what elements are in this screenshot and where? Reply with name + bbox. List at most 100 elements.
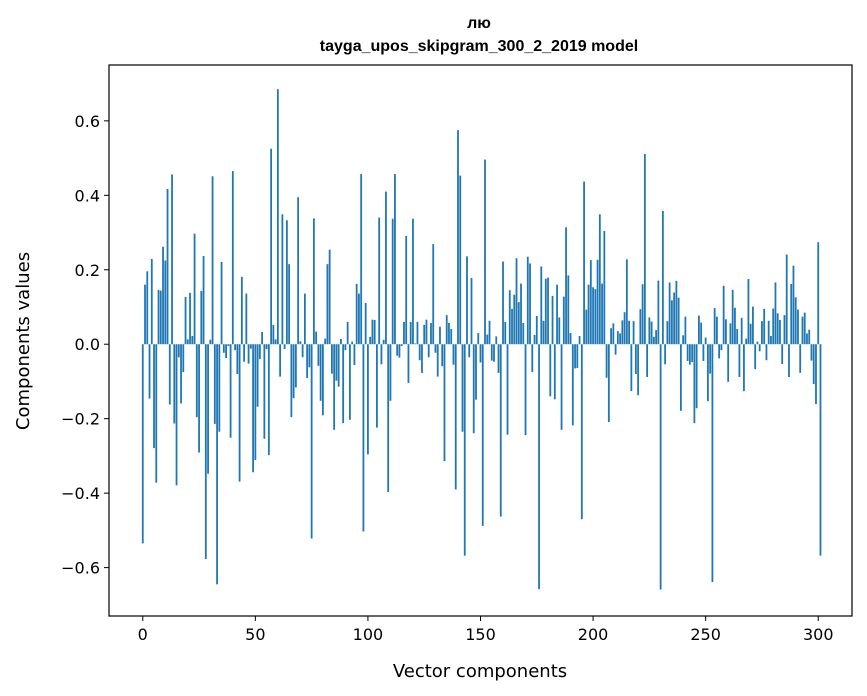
- bar-179: [544, 278, 547, 345]
- bar-280: [772, 308, 775, 345]
- bar-300: [817, 242, 820, 345]
- bar-186: [560, 344, 563, 430]
- bar-228: [655, 330, 658, 345]
- bar-116: [403, 321, 405, 345]
- bar-297: [810, 344, 813, 361]
- bar-6: [155, 344, 158, 483]
- bar-175: [535, 315, 538, 345]
- bar-243: [688, 344, 691, 365]
- bar-194: [578, 336, 581, 345]
- bar-211: [616, 331, 619, 345]
- bar-30: [209, 339, 212, 345]
- bar-239: [679, 344, 682, 411]
- bar-76: [312, 218, 315, 345]
- bar-242: [686, 344, 689, 361]
- bar-129: [432, 244, 435, 345]
- bar-27: [202, 255, 205, 345]
- bar-160: [502, 261, 504, 345]
- bar-230: [659, 344, 662, 590]
- bar-51: [256, 344, 259, 407]
- bar-68: [294, 344, 297, 388]
- bar-255: [716, 316, 718, 345]
- bar-288: [790, 283, 793, 345]
- bar-252: [709, 344, 712, 374]
- bar-44: [240, 276, 243, 345]
- bar-39: [229, 344, 232, 438]
- bar-241: [684, 316, 687, 345]
- bars-group: [141, 89, 822, 590]
- x-tick-label: 150: [465, 625, 496, 644]
- x-axis-ticks: 0 50 100 150 200 250 300: [138, 616, 834, 644]
- bar-91: [346, 321, 349, 345]
- bar-277: [765, 344, 768, 361]
- bar-48: [249, 344, 252, 349]
- bar-262: [731, 289, 734, 345]
- bar-213: [621, 320, 624, 345]
- bar-182: [551, 295, 554, 345]
- bar-195: [580, 344, 583, 520]
- bar-17: [180, 344, 182, 404]
- bar-212: [619, 333, 621, 345]
- bar-229: [657, 280, 660, 345]
- bar-36: [222, 344, 225, 353]
- bar-265: [738, 344, 741, 377]
- bar-233: [666, 321, 669, 345]
- y-axis-ticks: −0.6 −0.4 −0.2 0.0 0.2 0.4 0.6: [61, 112, 109, 578]
- bar-199: [589, 260, 592, 345]
- bar-249: [702, 344, 705, 361]
- bar-264: [736, 328, 739, 345]
- bar-156: [493, 344, 495, 362]
- bar-289: [792, 265, 795, 345]
- bar-188: [565, 227, 567, 345]
- bar-207: [607, 344, 610, 423]
- bar-221: [639, 309, 642, 345]
- x-tick-label: 0: [138, 625, 148, 644]
- x-tick-label: 250: [690, 625, 721, 644]
- bar-236: [673, 292, 676, 345]
- plot-frame: [108, 64, 853, 617]
- bar-238: [677, 297, 680, 345]
- x-tick-label: 100: [353, 625, 384, 644]
- bar-294: [803, 312, 806, 345]
- bar-87: [337, 344, 340, 387]
- bar-205: [603, 231, 606, 345]
- bar-240: [682, 335, 685, 345]
- bar-153: [486, 334, 489, 345]
- bar-290: [794, 297, 797, 345]
- bar-53: [261, 331, 263, 345]
- bar-78: [317, 344, 320, 366]
- bar-224: [646, 344, 649, 377]
- bar-55: [265, 344, 268, 350]
- bar-215: [625, 259, 628, 345]
- bar-232: [664, 344, 667, 365]
- bar-38: [227, 344, 230, 347]
- bar-165: [513, 294, 516, 345]
- bar-271: [752, 306, 754, 345]
- bar-18: [182, 344, 185, 373]
- bar-218: [632, 321, 635, 345]
- bar-145: [468, 344, 471, 358]
- bar-123: [418, 344, 421, 361]
- bar-107: [382, 339, 385, 345]
- bar-196: [583, 181, 585, 345]
- bar-217: [630, 344, 633, 392]
- bar-63: [283, 344, 286, 350]
- bar-282: [776, 313, 779, 345]
- bar-187: [562, 296, 565, 345]
- bar-100: [367, 344, 369, 455]
- bar-301: [819, 344, 822, 556]
- bar-96: [358, 293, 360, 345]
- x-tick-label: 300: [803, 625, 834, 644]
- bar-40: [231, 171, 234, 345]
- bar-138: [452, 344, 455, 365]
- bar-222: [641, 284, 644, 345]
- bar-235: [670, 300, 673, 345]
- bar-254: [713, 308, 716, 345]
- bar-15: [175, 344, 178, 486]
- bar-174: [533, 334, 536, 345]
- bar-292: [799, 344, 802, 373]
- bar-41: [234, 344, 236, 351]
- bar-120: [412, 218, 414, 345]
- bar-191: [571, 344, 574, 426]
- bar-117: [405, 235, 408, 345]
